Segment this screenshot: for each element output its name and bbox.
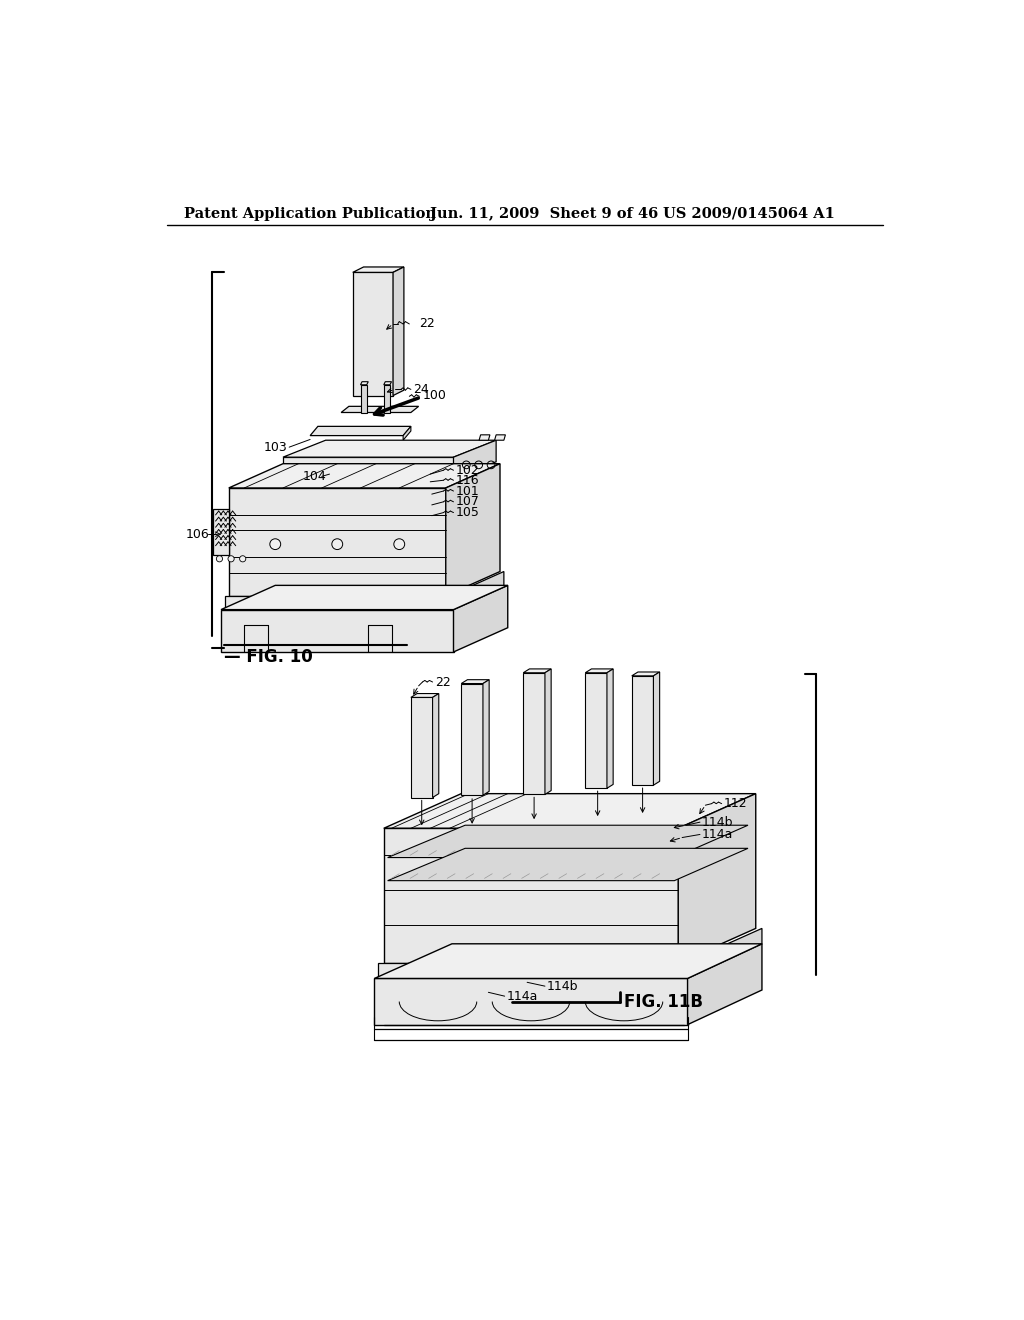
Polygon shape xyxy=(495,434,506,441)
Polygon shape xyxy=(384,793,756,829)
Polygon shape xyxy=(283,441,496,457)
Polygon shape xyxy=(352,267,403,272)
Polygon shape xyxy=(450,572,504,610)
Circle shape xyxy=(216,556,222,562)
Polygon shape xyxy=(461,680,489,684)
Polygon shape xyxy=(375,944,762,978)
Polygon shape xyxy=(411,697,432,797)
Polygon shape xyxy=(586,673,607,788)
Polygon shape xyxy=(221,585,508,610)
Polygon shape xyxy=(213,508,228,554)
Polygon shape xyxy=(678,793,756,964)
Polygon shape xyxy=(479,434,489,441)
Polygon shape xyxy=(360,381,369,385)
Text: — FIG. 10: — FIG. 10 xyxy=(224,648,313,667)
Text: Jun. 11, 2009  Sheet 9 of 46: Jun. 11, 2009 Sheet 9 of 46 xyxy=(430,207,658,220)
Polygon shape xyxy=(545,669,551,795)
Polygon shape xyxy=(523,669,551,673)
Polygon shape xyxy=(411,693,438,697)
Polygon shape xyxy=(378,964,684,978)
Polygon shape xyxy=(432,693,438,797)
Polygon shape xyxy=(461,684,483,795)
Polygon shape xyxy=(310,426,411,436)
Polygon shape xyxy=(360,385,367,412)
Circle shape xyxy=(228,556,234,562)
Text: 114a: 114a xyxy=(506,990,538,1003)
Text: 104: 104 xyxy=(303,470,327,483)
Text: 22: 22 xyxy=(435,676,451,689)
Polygon shape xyxy=(228,463,500,488)
Circle shape xyxy=(240,556,246,562)
Text: 100: 100 xyxy=(423,389,446,403)
Polygon shape xyxy=(388,825,748,858)
Polygon shape xyxy=(684,928,762,978)
Text: 102: 102 xyxy=(456,463,479,477)
Polygon shape xyxy=(403,426,411,441)
Polygon shape xyxy=(632,676,653,785)
Polygon shape xyxy=(445,463,500,595)
Text: 114a: 114a xyxy=(701,828,733,841)
Polygon shape xyxy=(687,944,762,1024)
Polygon shape xyxy=(454,441,496,479)
Text: 112: 112 xyxy=(723,797,746,810)
Text: 105: 105 xyxy=(456,506,479,519)
Polygon shape xyxy=(341,407,419,412)
Text: 114b: 114b xyxy=(701,816,733,829)
Circle shape xyxy=(394,539,404,549)
Polygon shape xyxy=(586,669,613,673)
Circle shape xyxy=(270,539,281,549)
Text: 116: 116 xyxy=(456,474,479,487)
Polygon shape xyxy=(228,488,445,595)
Polygon shape xyxy=(454,585,508,652)
Polygon shape xyxy=(384,381,391,385)
Circle shape xyxy=(332,539,343,549)
Text: US 2009/0145064 A1: US 2009/0145064 A1 xyxy=(663,207,835,220)
Text: 101: 101 xyxy=(456,484,479,498)
Text: 24: 24 xyxy=(414,383,429,396)
Polygon shape xyxy=(283,457,454,479)
Text: 103: 103 xyxy=(263,441,288,454)
Text: 107: 107 xyxy=(456,495,479,508)
Text: 114b: 114b xyxy=(547,979,578,993)
Polygon shape xyxy=(632,672,659,676)
Polygon shape xyxy=(221,610,454,652)
Polygon shape xyxy=(388,849,748,880)
Polygon shape xyxy=(393,267,403,396)
Polygon shape xyxy=(352,272,393,396)
Polygon shape xyxy=(653,672,659,785)
Polygon shape xyxy=(483,680,489,795)
Polygon shape xyxy=(607,669,613,788)
Text: Patent Application Publication: Patent Application Publication xyxy=(183,207,436,220)
Polygon shape xyxy=(384,385,390,412)
Polygon shape xyxy=(225,595,450,610)
Text: FIG. 11B: FIG. 11B xyxy=(624,993,703,1011)
Text: 106: 106 xyxy=(185,528,209,541)
Polygon shape xyxy=(523,673,545,795)
Text: 22: 22 xyxy=(420,317,435,330)
Polygon shape xyxy=(384,829,678,964)
Polygon shape xyxy=(375,978,687,1024)
